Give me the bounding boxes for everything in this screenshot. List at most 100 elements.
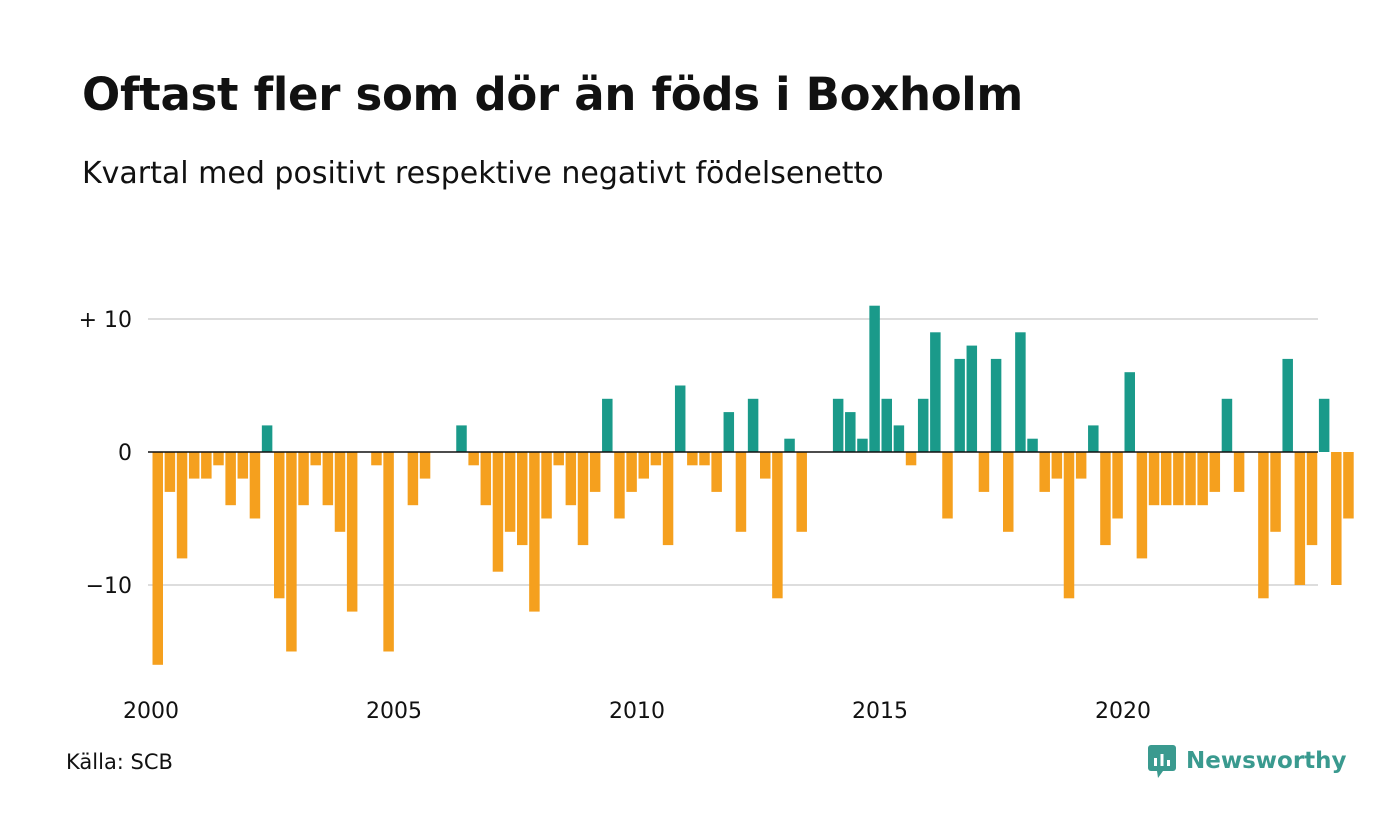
bar-negative bbox=[565, 452, 577, 506]
bar-negative bbox=[905, 452, 917, 466]
bar-positive bbox=[1221, 398, 1233, 452]
source-note: Källa: SCB bbox=[66, 750, 173, 774]
bar-negative bbox=[1185, 452, 1196, 506]
bar-negative bbox=[201, 452, 212, 479]
chart-title: Oftast fler som dör än föds i Boxholm bbox=[82, 68, 1024, 121]
bar-negative bbox=[1197, 452, 1208, 506]
bar-positive bbox=[1318, 398, 1330, 452]
bar-positive bbox=[456, 425, 467, 452]
bar-negative bbox=[1051, 452, 1063, 479]
bar-negative bbox=[687, 452, 698, 466]
bar-positive bbox=[881, 398, 892, 452]
bar-positive bbox=[602, 398, 613, 452]
bar-positive bbox=[869, 305, 880, 452]
bar-negative bbox=[1294, 452, 1306, 585]
bar-positive bbox=[1124, 372, 1135, 452]
bar-positive bbox=[1282, 358, 1293, 452]
bar-negative bbox=[1039, 452, 1050, 492]
bar-positive bbox=[954, 358, 965, 452]
bar-negative bbox=[492, 452, 504, 572]
bar-negative bbox=[553, 452, 564, 466]
bar-negative bbox=[1063, 452, 1075, 599]
bar-negative bbox=[699, 452, 710, 466]
chart-subtitle: Kvartal med positivt respektive negativt… bbox=[82, 156, 884, 191]
bar-negative bbox=[286, 452, 297, 652]
y-tick-label: 0 bbox=[118, 441, 132, 466]
newsworthy-logo-icon bbox=[1148, 745, 1176, 778]
bar-negative bbox=[334, 452, 346, 532]
x-tick-label: 2000 bbox=[123, 699, 179, 724]
bar-negative bbox=[468, 452, 479, 466]
bar-negative bbox=[225, 452, 236, 506]
bar-negative bbox=[310, 452, 321, 466]
bar-negative bbox=[589, 452, 601, 492]
bar-negative bbox=[1100, 452, 1111, 546]
bar-negative bbox=[796, 452, 807, 532]
bar-negative bbox=[760, 452, 771, 479]
bar-negative bbox=[638, 452, 649, 479]
bar-positive bbox=[917, 398, 929, 452]
bar-negative bbox=[298, 452, 309, 506]
bar-negative bbox=[541, 452, 552, 519]
bar-negative bbox=[517, 452, 528, 546]
x-tick-label: 2020 bbox=[1095, 699, 1151, 724]
bar-positive bbox=[1088, 425, 1099, 452]
bar-negative bbox=[237, 452, 249, 479]
bar-negative bbox=[407, 452, 419, 506]
bar-negative bbox=[164, 452, 176, 492]
brand-logo: Newsworthy bbox=[1146, 743, 1347, 779]
bar-negative bbox=[480, 452, 492, 506]
bar-negative bbox=[614, 452, 625, 519]
bar-negative bbox=[577, 452, 589, 546]
bar-positive bbox=[784, 438, 795, 452]
bar-negative bbox=[504, 452, 516, 532]
bar-negative bbox=[1306, 452, 1318, 546]
bar-positive bbox=[893, 425, 905, 452]
bar-negative bbox=[772, 452, 783, 599]
bar-positive bbox=[1015, 332, 1026, 452]
bar-negative bbox=[1209, 452, 1221, 492]
bar-negative bbox=[346, 452, 358, 612]
bar-negative bbox=[662, 452, 674, 546]
bar-positive bbox=[845, 412, 856, 452]
bar-positive bbox=[747, 398, 759, 452]
brand-name: Newsworthy bbox=[1186, 748, 1347, 774]
bar-negative bbox=[176, 452, 188, 559]
bar-negative bbox=[152, 452, 163, 665]
bar-negative bbox=[1173, 452, 1184, 506]
bar-negative bbox=[213, 452, 224, 466]
bar-negative bbox=[1270, 452, 1281, 532]
bar-negative bbox=[1075, 452, 1087, 479]
bar-negative bbox=[978, 452, 990, 492]
bar-positive bbox=[966, 345, 978, 452]
bar-positive bbox=[857, 438, 868, 452]
bar-positive bbox=[674, 385, 686, 452]
bar-negative bbox=[1112, 452, 1123, 519]
bar-negative bbox=[735, 452, 747, 532]
bar-negative bbox=[1003, 452, 1014, 532]
bar-negative bbox=[274, 452, 285, 599]
bar-negative bbox=[626, 452, 637, 492]
bar-negative bbox=[1331, 452, 1342, 585]
bar-negative bbox=[1136, 452, 1148, 559]
x-tick-label: 2010 bbox=[609, 699, 665, 724]
bar-positive bbox=[723, 412, 735, 452]
bar-negative bbox=[650, 452, 662, 466]
x-tick-label: 2005 bbox=[366, 699, 422, 724]
bar-negative bbox=[529, 452, 540, 612]
bar-negative bbox=[1233, 452, 1245, 492]
bar-negative bbox=[1148, 452, 1160, 506]
bar-negative bbox=[249, 452, 261, 519]
bar-positive bbox=[930, 332, 941, 452]
bar-negative bbox=[371, 452, 382, 466]
bar-negative bbox=[322, 452, 334, 506]
x-tick-label: 2015 bbox=[852, 699, 908, 724]
bar-negative bbox=[1343, 452, 1354, 519]
bar-positive bbox=[261, 425, 273, 452]
bar-negative bbox=[711, 452, 722, 492]
bar-negative bbox=[942, 452, 953, 519]
bar-positive bbox=[832, 398, 844, 452]
bar-negative bbox=[1160, 452, 1172, 506]
y-tick-label: −10 bbox=[86, 574, 132, 599]
bar-negative bbox=[419, 452, 431, 479]
